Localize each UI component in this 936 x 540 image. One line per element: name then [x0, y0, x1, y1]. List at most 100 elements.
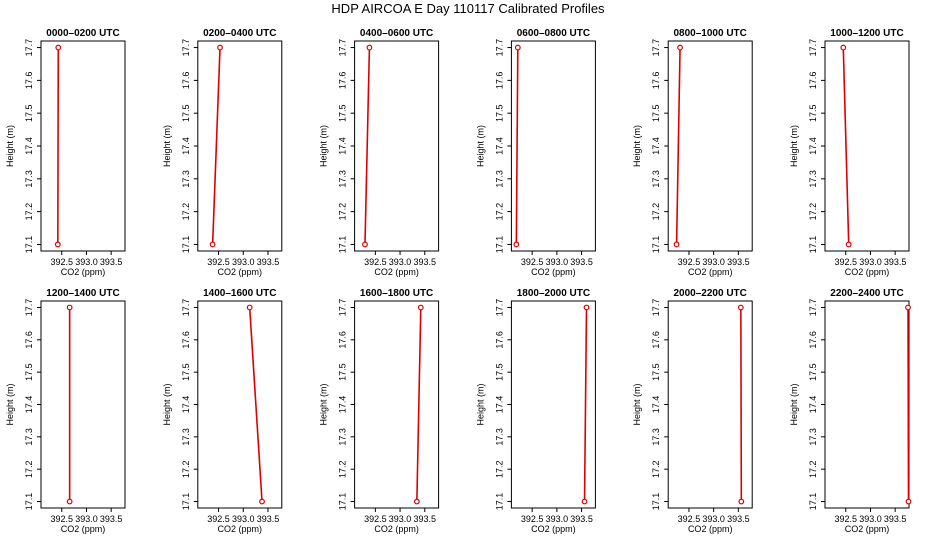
y-tick-label: 17.3 — [808, 428, 818, 446]
profile-line — [416, 307, 422, 502]
y-axis-label: Height (m) — [162, 125, 172, 167]
data-point — [217, 44, 223, 51]
x-axis-label: CO2 (ppm) — [218, 267, 263, 277]
y-tick-label: 17.7 — [338, 299, 348, 317]
panel-title: 0800–1000 UTC — [674, 28, 747, 39]
x-axis-label: CO2 (ppm) — [688, 267, 733, 277]
panel-title: 1200–1400 UTC — [46, 288, 119, 299]
data-point — [514, 44, 521, 51]
y-tick-label: 17.7 — [494, 39, 504, 57]
profile-line — [842, 47, 850, 245]
data-point — [905, 304, 911, 311]
data-point — [209, 241, 216, 248]
data-point — [845, 241, 852, 248]
x-axis-label: CO2 (ppm) — [531, 267, 576, 277]
plot-frame — [510, 300, 596, 509]
y-tick-label: 17.6 — [181, 72, 191, 90]
x-tick-label: 392.5 — [364, 257, 387, 267]
y-tick-label: 17.3 — [24, 170, 34, 188]
y-tick-label: 17.2 — [494, 203, 504, 221]
y-tick-label: 17.5 — [24, 363, 34, 381]
profile-line — [675, 47, 681, 245]
panel-title: 0600–0800 UTC — [517, 28, 590, 39]
x-tick-label: 393.5 — [257, 514, 280, 524]
figure-title: HDP AIRCOA E Day 110117 Calibrated Profi… — [331, 1, 605, 16]
x-tick-label: 392.5 — [834, 514, 857, 524]
y-axis-label: Height (m) — [632, 383, 642, 425]
x-tick-label: 392.5 — [207, 257, 230, 267]
data-point — [905, 498, 912, 505]
x-axis-label: CO2 (ppm) — [845, 524, 890, 534]
data-point — [673, 241, 680, 248]
x-tick-label: 392.5 — [521, 257, 544, 267]
x-axis-label: CO2 (ppm) — [61, 267, 106, 277]
y-tick-label: 17.3 — [24, 428, 34, 446]
x-tick-label: 393.5 — [570, 257, 593, 267]
y-tick-label: 17.1 — [181, 493, 191, 511]
y-tick-label: 17.2 — [808, 460, 818, 478]
x-tick-label: 392.5 — [521, 514, 544, 524]
x-tick-label: 393.5 — [570, 514, 593, 524]
data-point — [738, 498, 745, 505]
x-tick-label: 392.5 — [207, 514, 230, 524]
y-axis-label: Height (m) — [5, 125, 15, 167]
profile-line — [211, 47, 221, 245]
y-tick-label: 17.7 — [808, 39, 818, 57]
y-tick-label: 17.2 — [24, 203, 34, 221]
panel-title: 1800–2000 UTC — [517, 288, 590, 299]
profile-line — [583, 307, 588, 502]
y-tick-label: 17.4 — [808, 396, 818, 414]
y-tick-label: 17.6 — [651, 331, 661, 349]
y-tick-label: 17.5 — [181, 363, 191, 381]
plot-frame — [824, 40, 910, 252]
x-tick-label: 393.5 — [100, 514, 123, 524]
panel-title: 2000–2200 UTC — [674, 288, 747, 299]
y-tick-label: 17.6 — [494, 331, 504, 349]
x-tick-label: 392.5 — [364, 514, 387, 524]
y-tick-label: 17.3 — [494, 170, 504, 188]
y-tick-label: 17.3 — [338, 170, 348, 188]
plot-frame — [40, 40, 126, 252]
x-tick-label: 392.5 — [834, 257, 857, 267]
y-tick-label: 17.1 — [808, 493, 818, 511]
x-tick-label: 393.5 — [100, 257, 123, 267]
y-axis-label: Height (m) — [162, 383, 172, 425]
y-tick-label: 17.7 — [651, 39, 661, 57]
y-tick-label: 17.5 — [338, 104, 348, 122]
x-tick-label: 393.5 — [413, 514, 436, 524]
y-axis-label: Height (m) — [789, 383, 799, 425]
y-tick-label: 17.6 — [24, 331, 34, 349]
x-tick-label: 393.0 — [75, 257, 98, 267]
x-tick-label: 393.0 — [702, 514, 725, 524]
y-tick-label: 17.7 — [24, 299, 34, 317]
x-axis-label: CO2 (ppm) — [61, 524, 106, 534]
y-tick-label: 17.2 — [181, 203, 191, 221]
x-tick-label: 393.0 — [232, 257, 255, 267]
x-axis-label: CO2 (ppm) — [218, 524, 263, 534]
x-axis-label: CO2 (ppm) — [531, 524, 576, 534]
y-axis-label: Height (m) — [475, 383, 485, 425]
y-tick-label: 17.5 — [651, 104, 661, 122]
y-tick-label: 17.3 — [494, 428, 504, 446]
data-point — [583, 304, 590, 311]
x-axis-label: CO2 (ppm) — [374, 524, 419, 534]
y-tick-label: 17.4 — [181, 396, 191, 414]
y-tick-label: 17.4 — [651, 137, 661, 155]
y-tick-label: 17.5 — [494, 104, 504, 122]
y-tick-label: 17.4 — [24, 396, 34, 414]
y-tick-label: 17.5 — [808, 363, 818, 381]
y-tick-label: 17.4 — [338, 396, 348, 414]
data-point — [362, 241, 368, 248]
y-tick-label: 17.7 — [651, 299, 661, 317]
x-tick-label: 392.5 — [50, 514, 73, 524]
data-point — [66, 498, 73, 505]
x-axis-label: CO2 (ppm) — [374, 267, 419, 277]
profile-line — [364, 47, 371, 245]
